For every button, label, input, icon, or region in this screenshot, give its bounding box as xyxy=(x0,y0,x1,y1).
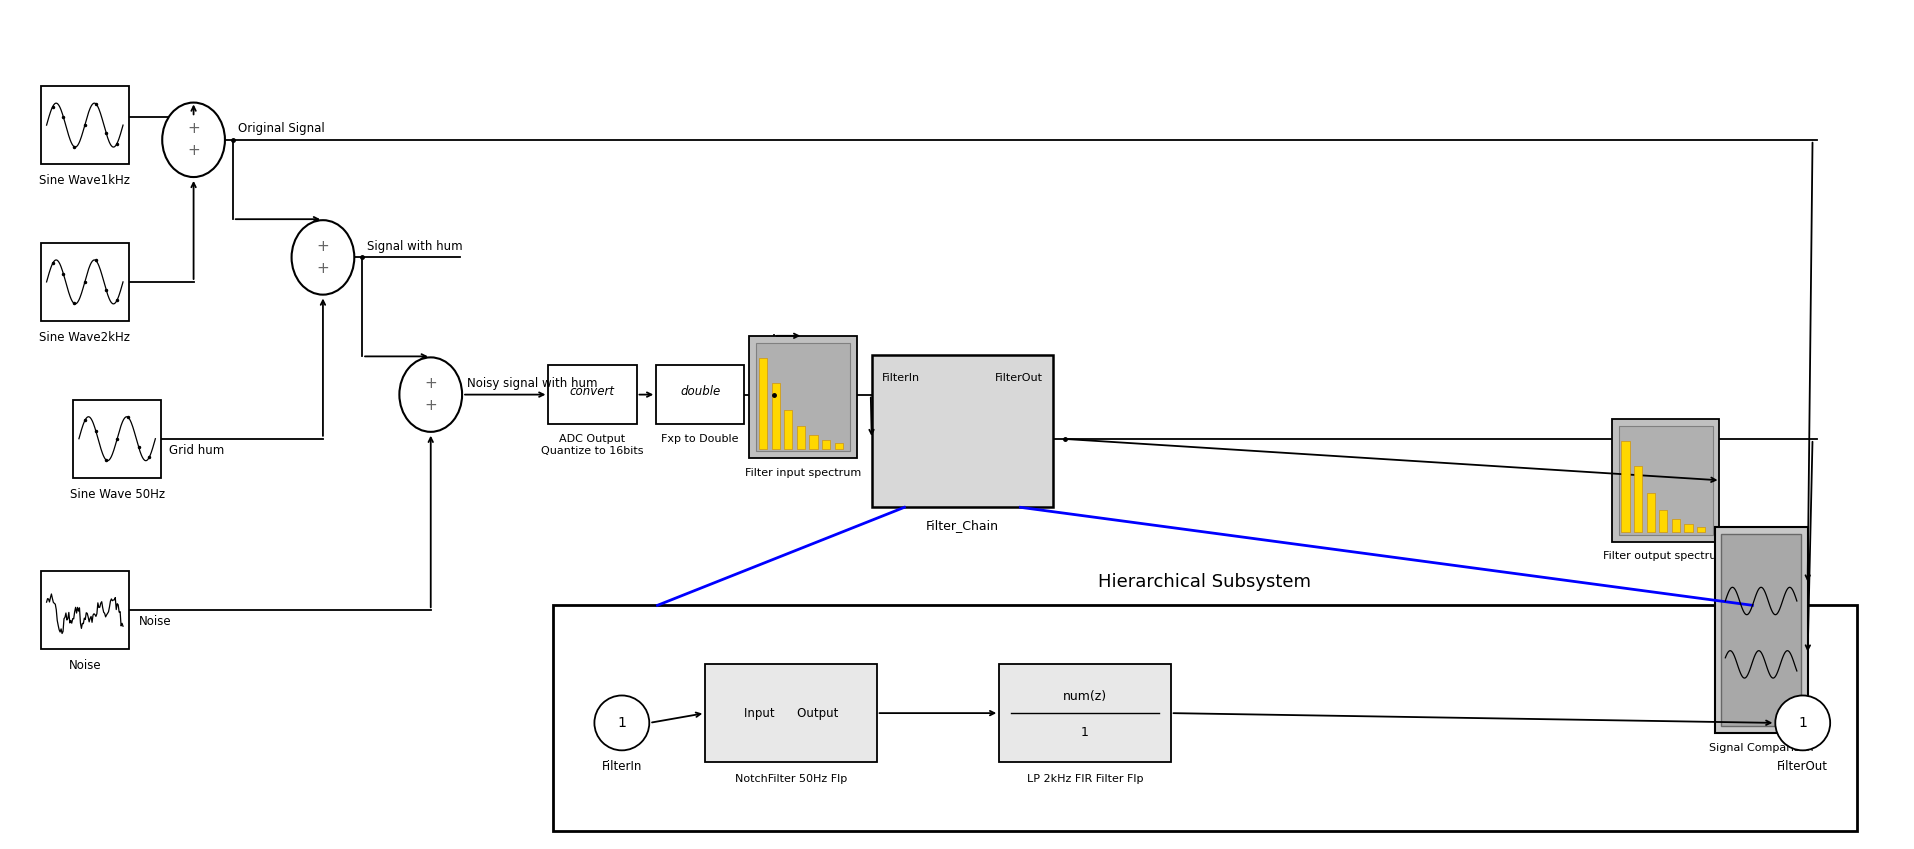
Text: FilterIn: FilterIn xyxy=(882,373,919,383)
Bar xyxy=(1721,534,1801,726)
Bar xyxy=(40,243,128,321)
Text: Quantize to 16bits: Quantize to 16bits xyxy=(542,446,643,456)
Text: 1: 1 xyxy=(618,716,626,730)
Bar xyxy=(1612,419,1719,542)
Text: Noise: Noise xyxy=(69,659,101,672)
Text: +: + xyxy=(425,376,436,391)
Text: 1: 1 xyxy=(1081,726,1089,739)
Ellipse shape xyxy=(163,103,226,177)
Bar xyxy=(657,365,745,424)
Bar xyxy=(73,400,161,478)
Bar xyxy=(1619,426,1713,535)
Text: Input      Output: Input Output xyxy=(745,706,838,720)
Text: Original Signal: Original Signal xyxy=(237,122,325,135)
Bar xyxy=(785,410,792,448)
Text: Signal Comparison: Signal Comparison xyxy=(1709,743,1813,752)
Text: Filter output spectrum: Filter output spectrum xyxy=(1604,551,1728,561)
Text: convert: convert xyxy=(570,385,614,398)
Bar xyxy=(796,426,806,448)
Text: Noise: Noise xyxy=(138,616,172,628)
Text: Signal with hum: Signal with hum xyxy=(367,239,463,252)
Text: Hierarchical Subsystem: Hierarchical Subsystem xyxy=(1099,572,1311,591)
Text: Grid hum: Grid hum xyxy=(168,444,224,457)
Text: Filter_Chain: Filter_Chain xyxy=(926,519,999,532)
Bar xyxy=(704,664,877,762)
Ellipse shape xyxy=(291,220,354,295)
Ellipse shape xyxy=(400,357,461,432)
Circle shape xyxy=(595,695,649,751)
Bar xyxy=(1659,509,1667,531)
Bar xyxy=(1698,526,1705,531)
Bar xyxy=(1671,519,1680,531)
Text: Fxp to Double: Fxp to Double xyxy=(662,434,739,444)
Text: Sine Wave 50Hz: Sine Wave 50Hz xyxy=(69,487,165,501)
Text: double: double xyxy=(679,385,720,398)
Bar xyxy=(40,571,128,649)
Text: num(z): num(z) xyxy=(1062,690,1106,703)
Bar xyxy=(1646,493,1656,531)
Text: FilterOut: FilterOut xyxy=(1778,760,1828,773)
Text: FilterIn: FilterIn xyxy=(601,760,641,773)
Bar xyxy=(748,336,857,458)
Bar xyxy=(1684,524,1692,531)
Bar xyxy=(1621,441,1629,531)
Text: +: + xyxy=(316,261,329,276)
Bar xyxy=(756,343,850,452)
Bar xyxy=(771,383,779,448)
Bar xyxy=(760,357,768,448)
Bar xyxy=(810,436,817,448)
Text: +: + xyxy=(188,143,199,159)
Text: +: + xyxy=(188,121,199,136)
Text: Noisy signal with hum: Noisy signal with hum xyxy=(467,377,597,390)
Text: Sine Wave2kHz: Sine Wave2kHz xyxy=(40,331,130,344)
Text: NotchFilter 50Hz Flp: NotchFilter 50Hz Flp xyxy=(735,774,848,784)
Bar xyxy=(1715,527,1807,733)
Bar xyxy=(999,664,1171,762)
Text: +: + xyxy=(316,239,329,254)
Text: ADC Output: ADC Output xyxy=(559,434,626,444)
Text: +: + xyxy=(425,398,436,413)
Text: Sine Wave1kHz: Sine Wave1kHz xyxy=(40,174,130,187)
Text: 1: 1 xyxy=(1799,716,1807,730)
Bar xyxy=(1635,466,1642,531)
Bar xyxy=(835,443,842,448)
Bar xyxy=(40,86,128,165)
Bar xyxy=(553,605,1857,830)
Bar xyxy=(871,356,1053,508)
Bar xyxy=(547,365,637,424)
Bar xyxy=(821,441,831,448)
Circle shape xyxy=(1776,695,1830,751)
Text: LP 2kHz FIR Filter Flp: LP 2kHz FIR Filter Flp xyxy=(1026,774,1143,784)
Text: Filter input spectrum: Filter input spectrum xyxy=(745,468,861,478)
Text: FilterOut: FilterOut xyxy=(995,373,1043,383)
